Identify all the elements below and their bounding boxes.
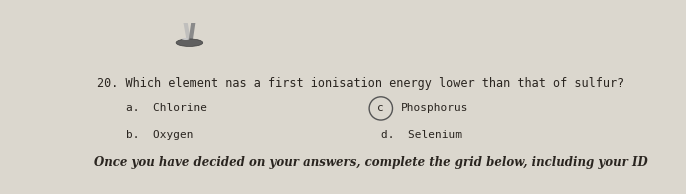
Circle shape [182, 38, 189, 40]
Text: d.  Selenium: d. Selenium [381, 130, 462, 139]
Text: 20. Which element nas a first ionisation energy lower than that of sulfur?: 20. Which element nas a first ionisation… [97, 77, 625, 90]
Text: b.  Oxygen: b. Oxygen [126, 130, 193, 139]
Text: c: c [377, 103, 384, 113]
Text: a.  Chlorine: a. Chlorine [126, 103, 206, 113]
Circle shape [176, 39, 203, 46]
Text: Once you have decided on your answers, complete the grid below, including your I: Once you have decided on your answers, c… [94, 156, 648, 169]
Text: Phosphorus: Phosphorus [401, 103, 468, 113]
